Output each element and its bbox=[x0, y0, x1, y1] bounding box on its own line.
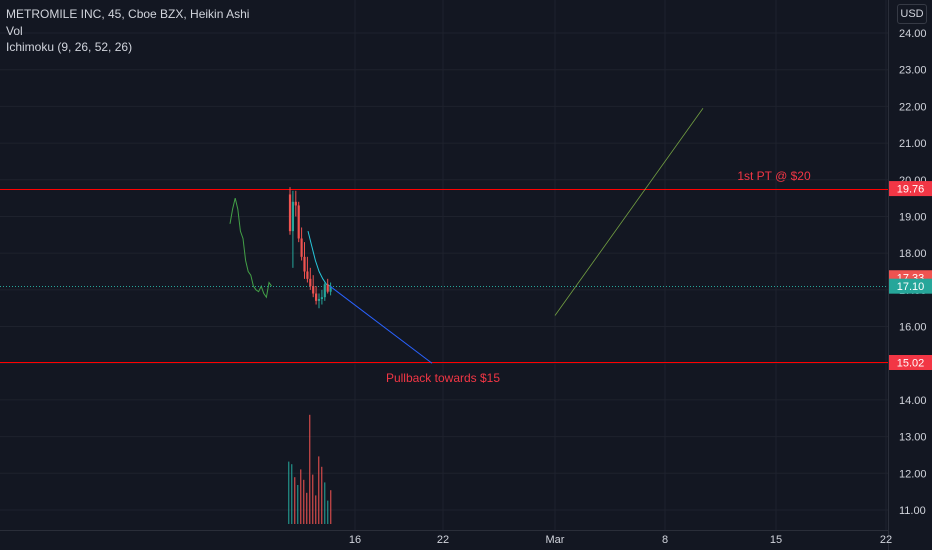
y-tick-label: 24.00 bbox=[899, 28, 927, 40]
volume-bars bbox=[288, 414, 332, 524]
y-tick-label: 13.00 bbox=[899, 432, 927, 444]
x-tick-label: 15 bbox=[770, 534, 782, 546]
volume-bar bbox=[330, 490, 332, 524]
y-tick-label: 12.00 bbox=[899, 468, 927, 480]
candle-body bbox=[320, 297, 323, 300]
price-label-text: 17.10 bbox=[897, 281, 925, 293]
volume-bar bbox=[294, 477, 296, 524]
legend-vol[interactable]: Vol bbox=[6, 23, 23, 38]
volume-bar bbox=[321, 466, 323, 524]
price-label-box bbox=[889, 354, 932, 370]
y-tick-label: 16.00 bbox=[899, 322, 927, 334]
price-label-box bbox=[889, 278, 932, 294]
volume-bar bbox=[312, 474, 314, 524]
chart-legend: METROMILE INC, 45, Cboe BZX, Heikin Ashi… bbox=[6, 6, 249, 56]
target-trend-line bbox=[554, 107, 704, 316]
annotation-label: 1st PT @ $20 bbox=[737, 169, 811, 183]
x-tick-label: 22 bbox=[437, 534, 449, 546]
candle-body bbox=[303, 256, 306, 272]
ichimoku-indicator bbox=[229, 198, 331, 299]
candles bbox=[288, 187, 332, 309]
candle-body bbox=[323, 284, 326, 298]
volume-bar bbox=[288, 461, 290, 524]
pullback-trend-line bbox=[329, 285, 433, 364]
volume-bar bbox=[309, 414, 311, 524]
y-tick-label: 11.00 bbox=[899, 505, 926, 517]
y-tick-label: 22.00 bbox=[899, 101, 927, 113]
volume-bar bbox=[315, 495, 317, 524]
candle-body bbox=[312, 286, 315, 294]
volume-bar bbox=[291, 464, 293, 524]
ichimoku-conversion-line bbox=[307, 231, 331, 287]
grid bbox=[0, 0, 888, 530]
candle-body bbox=[288, 194, 292, 232]
y-tick-label: 23.00 bbox=[899, 65, 927, 77]
annotation-label: Pullback towards $15 bbox=[386, 371, 500, 385]
price-label-text: 15.02 bbox=[897, 357, 925, 369]
candle-body bbox=[297, 205, 300, 239]
candle-body bbox=[300, 238, 303, 257]
candle-body bbox=[317, 299, 321, 301]
volume-bar bbox=[306, 492, 308, 524]
volume-bar bbox=[297, 485, 299, 524]
price-label-text: 19.76 bbox=[897, 184, 925, 196]
drawings: 1st PT @ $20 Pullback towards $15 bbox=[329, 107, 811, 385]
candle-body bbox=[294, 201, 297, 206]
volume-bar bbox=[318, 456, 320, 524]
horizontal-levels bbox=[0, 189, 888, 363]
x-tick-label: 22 bbox=[880, 534, 892, 546]
candle-body bbox=[306, 271, 309, 279]
x-tick-label: 8 bbox=[662, 534, 668, 546]
candle-body bbox=[315, 293, 318, 301]
currency-button[interactable]: USD bbox=[897, 4, 927, 24]
candle-body bbox=[309, 278, 312, 287]
candle-body bbox=[329, 286, 332, 292]
legend-title[interactable]: METROMILE INC, 45, Cboe BZX, Heikin Ashi bbox=[6, 7, 250, 21]
volume-bar bbox=[303, 479, 305, 524]
y-tick-label: 14.00 bbox=[899, 395, 927, 407]
y-tick-label: 21.00 bbox=[899, 138, 927, 150]
x-tick-label: Mar bbox=[546, 534, 565, 546]
price-label-box bbox=[889, 181, 932, 197]
volume-bar bbox=[324, 482, 326, 524]
legend-ichimoku[interactable]: Ichimoku (9, 26, 52, 26) bbox=[6, 40, 133, 54]
y-tick-label: 19.00 bbox=[899, 211, 927, 223]
ichimoku-lagging-span bbox=[229, 198, 273, 299]
volume-bar bbox=[300, 469, 302, 524]
x-tick-label: 16 bbox=[349, 534, 361, 546]
volume-bar bbox=[327, 500, 329, 524]
candle-body bbox=[326, 284, 329, 292]
candle-body bbox=[291, 201, 294, 232]
y-tick-label: 18.00 bbox=[899, 248, 927, 260]
